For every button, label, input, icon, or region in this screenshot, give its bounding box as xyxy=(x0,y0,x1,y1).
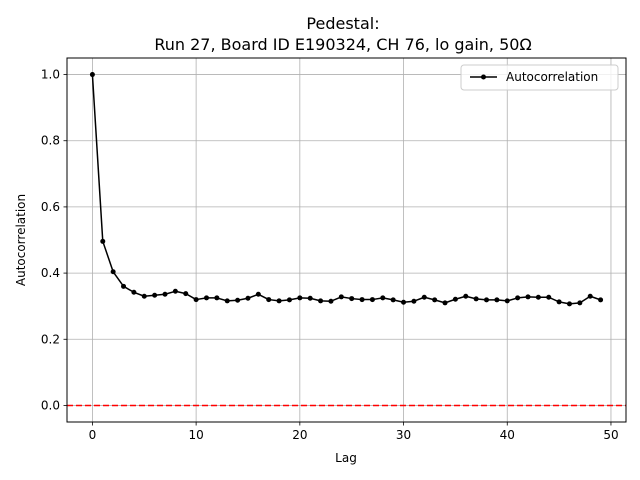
series-group xyxy=(89,72,604,307)
data-point xyxy=(380,295,386,301)
data-point xyxy=(245,295,251,301)
y-tick-label: 0.6 xyxy=(41,200,60,214)
data-point xyxy=(235,297,241,303)
y-tick-label: 0.0 xyxy=(41,398,60,412)
data-point xyxy=(401,299,407,305)
y-tick-label: 0.8 xyxy=(41,134,60,148)
data-point xyxy=(100,238,106,244)
data-point xyxy=(556,299,562,305)
y-axis-ticks: 0.0 0.2 0.4 0.6 0.8 1.0 xyxy=(41,68,67,412)
y-tick-label: 0.4 xyxy=(41,266,60,280)
data-point xyxy=(473,296,479,302)
data-point xyxy=(525,294,531,300)
data-point xyxy=(318,298,324,304)
chart-title-line2: Run 27, Board ID E190324, CH 76, lo gain… xyxy=(154,35,531,54)
data-point xyxy=(452,296,458,302)
data-point xyxy=(276,298,282,304)
data-point xyxy=(183,291,189,297)
legend-label-autocorrelation: Autocorrelation xyxy=(506,70,598,84)
x-tick-label: 0 xyxy=(89,428,97,442)
data-point xyxy=(297,295,303,301)
y-tick-label: 1.0 xyxy=(41,68,60,82)
legend-marker-sample xyxy=(481,74,486,80)
data-point xyxy=(484,297,490,303)
data-point xyxy=(598,297,604,303)
legend: Autocorrelation xyxy=(460,64,619,91)
x-axis-label: Lag xyxy=(335,451,357,465)
data-point xyxy=(349,296,355,302)
data-point xyxy=(307,295,313,301)
data-point xyxy=(535,294,541,300)
data-point xyxy=(546,294,552,300)
y-axis-label: Autocorrelation xyxy=(14,194,28,286)
data-point xyxy=(193,297,199,303)
data-point xyxy=(359,297,365,303)
data-point xyxy=(338,294,344,300)
legend-box xyxy=(460,64,619,91)
data-point xyxy=(432,297,438,303)
data-point xyxy=(172,288,178,294)
data-point xyxy=(369,297,375,303)
data-point xyxy=(494,297,500,303)
data-point xyxy=(152,292,158,298)
data-point xyxy=(224,298,230,304)
data-point xyxy=(214,295,220,301)
data-point xyxy=(110,269,116,275)
x-tick-label: 10 xyxy=(188,428,203,442)
data-point xyxy=(577,300,583,306)
data-point xyxy=(203,295,209,301)
y-tick-label: 0.2 xyxy=(41,332,60,346)
x-tick-label: 30 xyxy=(396,428,411,442)
grid-lines xyxy=(67,58,626,422)
data-point xyxy=(515,295,521,301)
data-point xyxy=(121,283,127,289)
x-tick-label: 20 xyxy=(292,428,307,442)
data-point xyxy=(162,291,168,297)
data-point xyxy=(89,72,95,78)
chart-title-line1: Pedestal: xyxy=(306,14,379,33)
x-tick-label: 50 xyxy=(603,428,618,442)
data-point xyxy=(566,301,572,307)
data-point xyxy=(442,300,448,306)
plot-frame xyxy=(66,57,627,423)
x-tick-label: 40 xyxy=(500,428,515,442)
data-point xyxy=(328,298,334,304)
data-point xyxy=(255,291,261,297)
data-point xyxy=(463,293,469,299)
x-axis-ticks: 0 10 20 30 40 50 xyxy=(89,422,619,442)
data-point xyxy=(390,297,396,303)
data-point xyxy=(411,298,417,304)
data-point xyxy=(587,293,593,299)
data-point xyxy=(504,298,510,304)
plot-area xyxy=(67,58,626,422)
data-point xyxy=(141,293,147,299)
data-point xyxy=(131,289,137,295)
data-point xyxy=(421,294,427,300)
data-point xyxy=(286,297,292,303)
data-point xyxy=(266,297,272,303)
